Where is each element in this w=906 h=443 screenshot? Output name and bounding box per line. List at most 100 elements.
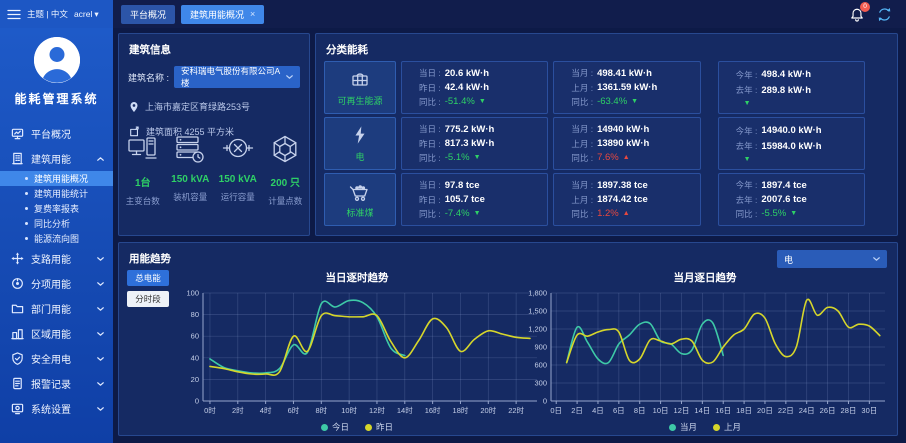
category-name: 电 [355,152,365,162]
building-name-select[interactable]: 安科瑞电气股份有限公司A楼 [174,66,300,88]
svg-text:8时: 8时 [315,405,327,415]
sidebar-item-electrical-safety[interactable]: 安全用电 [0,346,113,371]
stat-running-capacity: 150 kVA 运行容量 [214,133,262,207]
stat-value: 1897.38 tce [597,179,648,191]
building-area-row: 建筑面积 4255 平方米 [129,125,299,138]
sidebar-item-department-energy[interactable]: 部门用能 [0,296,113,321]
sidebar-item-label: 支路用能 [31,255,71,266]
stat-box: 当日 :20.6 kW·h 昨日 :42.4 kW·h 同比 : -51.4% ▼ [401,61,549,114]
stat-label: 当日 : [419,68,441,79]
svg-text:40: 40 [191,353,199,362]
svg-text:6时: 6时 [288,405,300,415]
stat-label: 装机容量 [173,192,208,202]
svg-text:80: 80 [191,310,199,319]
avatar[interactable] [33,37,80,83]
tab-building-energy-overview[interactable]: 建筑用能概况 × [181,4,265,24]
chevron-down-icon [97,356,104,361]
stat-value: 2007.6 tce [761,194,807,205]
yoy-label: 同比 : [735,208,758,219]
monthly-trend-plot: 0 300 600 900 1,200 1,500 1,800 0日 2日 4日 6日 8日 10日 12… [528,289,885,415]
legend-label: 上月 [724,422,742,432]
svg-text:12日: 12日 [674,406,690,415]
sidebar-item-label: 分项用能 [31,280,71,291]
time-period-button[interactable]: 分时段 [127,291,169,307]
chevron-down-icon [873,257,880,261]
stat-label: 去年 : [735,85,758,95]
svg-text:10时: 10时 [341,405,357,415]
stat-value: 1台 [134,178,151,189]
sidebar-subitem-building-energy-overview[interactable]: 建筑用能概况 [0,171,113,186]
hamburger-menu-icon[interactable] [7,9,21,20]
stat-value: 150 kVA [171,174,210,185]
svg-text:20: 20 [191,375,199,384]
category-row-electricity: 电 当日 :775.2 kW·h 昨日 :817.3 kW·h 同比 : -5.1… [324,117,889,170]
legend-item-0[interactable]: 今日 [320,421,349,433]
svg-text:0时: 0时 [204,405,216,415]
sidebar-item-building-energy[interactable]: 建筑用能 [0,146,113,171]
sidebar-item-label: 系统设置 [31,405,71,416]
bullet-icon [25,222,28,225]
sidebar-item-subitem-energy[interactable]: 分项用能 [0,271,113,296]
building-address-row: 上海市嘉定区育绿路253号 [129,100,299,113]
category-row-renewable: 可再生能源 当日 :20.6 kW·h 昨日 :42.4 kW·h 同比 : -5… [324,61,889,114]
chart-title: 当日逐时趋势 [325,272,389,284]
notification-badge: 0 [860,1,870,12]
legend-dot-icon [320,423,328,431]
settings-icon [11,403,24,415]
svg-text:16日: 16日 [715,406,731,415]
sidebar-item-region-energy[interactable]: 区域用能 [0,321,113,346]
sidebar-subitem-energy-flow[interactable]: 能源流向图 [0,231,113,246]
stat-value: 200 只 [270,178,300,189]
tab-platform-overview[interactable]: 平台概况 [121,4,176,24]
computer-icon [128,137,157,159]
legend-item-1[interactable]: 昨日 [365,421,393,433]
stat-label: 当日 : [419,124,441,135]
svg-text:24日: 24日 [799,406,815,415]
renewable-energy-card: 可再生能源 [324,61,396,114]
notification-bell-button[interactable]: 0 [850,1,870,22]
svg-text:1,200: 1,200 [528,325,547,334]
branch-energy-icon [11,252,24,265]
yoy-value: -7.4% [444,208,470,220]
trend-arrow-icon: ▼ [473,154,481,162]
sidebar-subitem-yoy-analysis[interactable]: 同比分析 [0,216,113,231]
svg-text:4日: 4日 [592,406,604,415]
svg-text:28日: 28日 [841,406,857,415]
theme-language-label[interactable]: 主题 | 中文 [27,9,68,19]
sidebar-item-alarm-records[interactable]: 报警记录 [0,371,113,396]
sidebar-subitem-multirate-report[interactable]: 复费率报表 [0,201,113,216]
legend-item-0[interactable]: 当月 [668,421,697,433]
sidebar-subitem-building-energy-stats[interactable]: 建筑用能统计 [0,186,113,201]
sidebar-item-system-settings[interactable]: 系统设置 [0,396,113,421]
chart-legend: 当月 上月 [519,421,891,433]
stat-label: 上月 : [571,82,594,93]
sidebar-item-platform-overview[interactable]: 平台概况 [0,121,113,146]
legend-item-1[interactable]: 上月 [713,421,741,433]
stat-value: 20.6 kW·h [444,67,490,79]
tab-label: 建筑用能概况 [190,9,245,20]
refresh-button[interactable] [877,7,892,22]
chevron-up-icon [97,156,104,161]
region-energy-icon [11,329,24,340]
trend-buttons: 总电能 分时段 [127,270,169,307]
total-energy-button[interactable]: 总电能 [127,270,169,286]
subitem-label: 同比分析 [34,219,71,229]
stat-value: 1897.4 tce [761,179,807,191]
sidebar-item-branch-energy[interactable]: 支路用能 [0,246,113,271]
user-menu[interactable]: acrel ▾ [74,9,99,20]
stat-label: 昨日 : [419,138,441,149]
category-energy-panel: 分类能耗 可再生能源 当日 :20.6 kW·h 昨日 :42.4 kW·h 同… [315,33,898,236]
yoy-label: 同比 : [571,152,594,163]
legend-label: 当月 [679,422,697,432]
subitem-label: 能源流向图 [34,234,80,244]
area-icon [130,126,139,137]
renewable-energy-icon [352,73,368,86]
close-icon[interactable]: × [250,9,256,19]
svg-text:18日: 18日 [736,406,752,415]
chart-legend: 今日 昨日 [171,421,543,433]
stat-value: 498.41 kW·h [597,67,652,79]
energy-type-select[interactable]: 电 [777,250,887,268]
location-pin-icon [130,101,138,112]
category-rows: 可再生能源 当日 :20.6 kW·h 昨日 :42.4 kW·h 同比 : -5… [324,61,889,226]
shield-check-icon [12,352,23,365]
